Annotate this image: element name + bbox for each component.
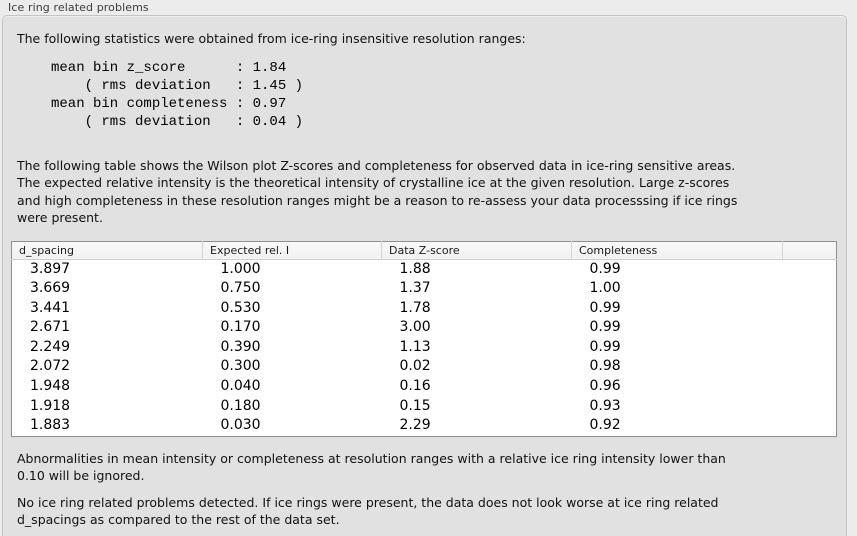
table-cell: 2.072: [30, 358, 71, 375]
table-cell: [783, 279, 837, 299]
table-cell: 0.16: [399, 378, 431, 395]
table-cell: 0.750: [220, 280, 261, 297]
table-body: 3.897 1.000 1.88 0.99 3.669 0.750 1.37 1.00 3.44…: [12, 259, 837, 436]
column-header-data-z-score[interactable]: Data Z-score: [381, 241, 572, 260]
table-cell: [783, 338, 837, 358]
table-header-row: d_spacing Expected rel. I Data Z-score C…: [11, 241, 837, 260]
table-cell: 0.390: [220, 338, 261, 355]
table-cell: [783, 416, 837, 436]
intro-text: The following statistics were obtained f…: [17, 31, 526, 46]
table-cell: 1.88: [399, 260, 431, 277]
table-row[interactable]: 1.948 0.040 0.16 0.96: [12, 377, 837, 397]
table-cell: 1.883: [30, 417, 71, 434]
table-cell: 3.441: [30, 299, 71, 316]
table-cell: [783, 318, 837, 338]
table-cell: 0.92: [589, 417, 621, 434]
table-row[interactable]: 1.918 0.180 0.15 0.93: [12, 397, 837, 417]
table-cell: [783, 377, 837, 397]
ice-ring-table[interactable]: d_spacing Expected rel. I Data Z-score C…: [11, 240, 837, 437]
table-cell: 1.918: [30, 397, 71, 414]
table-cell: 0.96: [589, 378, 621, 395]
table-cell: [783, 259, 837, 279]
table-cell: 3.897: [30, 260, 71, 277]
table-cell: [783, 299, 837, 319]
table-cell: 0.530: [220, 299, 261, 316]
table-row[interactable]: 3.897 1.000 1.88 0.99: [12, 259, 837, 279]
column-header-filler: [782, 241, 837, 260]
ignore-note-text: Abnormalities in mean intensity or compl…: [17, 450, 726, 484]
table-row[interactable]: 2.072 0.300 0.02 0.98: [12, 357, 837, 377]
table-cell: [783, 397, 837, 417]
table-row[interactable]: 2.249 0.390 1.13 0.99: [12, 338, 837, 358]
table-cell: 0.040: [220, 378, 261, 395]
conclusion-text: No ice ring related problems detected. I…: [17, 494, 719, 528]
table-cell: 0.99: [589, 338, 621, 355]
ice-ring-statistics-block: mean bin z_score : 1.84 ( rms deviation …: [51, 59, 304, 130]
column-header-expected-rel-i[interactable]: Expected rel. I: [202, 241, 382, 260]
table-cell: [783, 357, 837, 377]
table-cell: 0.98: [589, 358, 621, 375]
table-cell: 2.671: [30, 319, 71, 336]
table-row[interactable]: 3.441 0.530 1.78 0.99: [12, 299, 837, 319]
table-row[interactable]: 3.669 0.750 1.37 1.00: [12, 279, 837, 299]
table-cell: 0.180: [220, 397, 261, 414]
table-cell: 0.99: [589, 260, 621, 277]
table-cell: 1.13: [399, 338, 431, 355]
table-cell: 1.78: [399, 299, 431, 316]
table-cell: 0.170: [220, 319, 261, 336]
table-cell: 0.030: [220, 417, 261, 434]
table-cell: 1.948: [30, 378, 71, 395]
table-row[interactable]: 2.671 0.170 3.00 0.99: [12, 318, 837, 338]
column-header-d-spacing[interactable]: d_spacing: [11, 241, 203, 260]
table-cell: 0.02: [399, 358, 431, 375]
groupbox-title: Ice ring related problems: [8, 1, 149, 14]
table-cell: 0.15: [399, 397, 431, 414]
table-cell: 3.00: [399, 319, 431, 336]
table-cell: 3.669: [30, 280, 71, 297]
table-cell: 0.93: [589, 397, 621, 414]
column-header-completeness[interactable]: Completeness: [571, 241, 783, 260]
table-description-text: The following table shows the Wilson plo…: [17, 157, 738, 226]
table-cell: 1.000: [220, 260, 261, 277]
table-cell: 0.99: [589, 319, 621, 336]
table-cell: 2.29: [399, 417, 431, 434]
table-cell: 2.249: [30, 338, 71, 355]
table-cell: 0.99: [589, 299, 621, 316]
table-cell: 1.00: [589, 280, 621, 297]
groupbox-content: The following statistics were obtained f…: [3, 30, 846, 529]
ice-ring-groupbox: The following statistics were obtained f…: [2, 15, 847, 536]
table-cell: 0.300: [220, 358, 261, 375]
table-cell: 1.37: [399, 280, 431, 297]
table-row[interactable]: 1.883 0.030 2.29 0.92: [12, 416, 837, 436]
